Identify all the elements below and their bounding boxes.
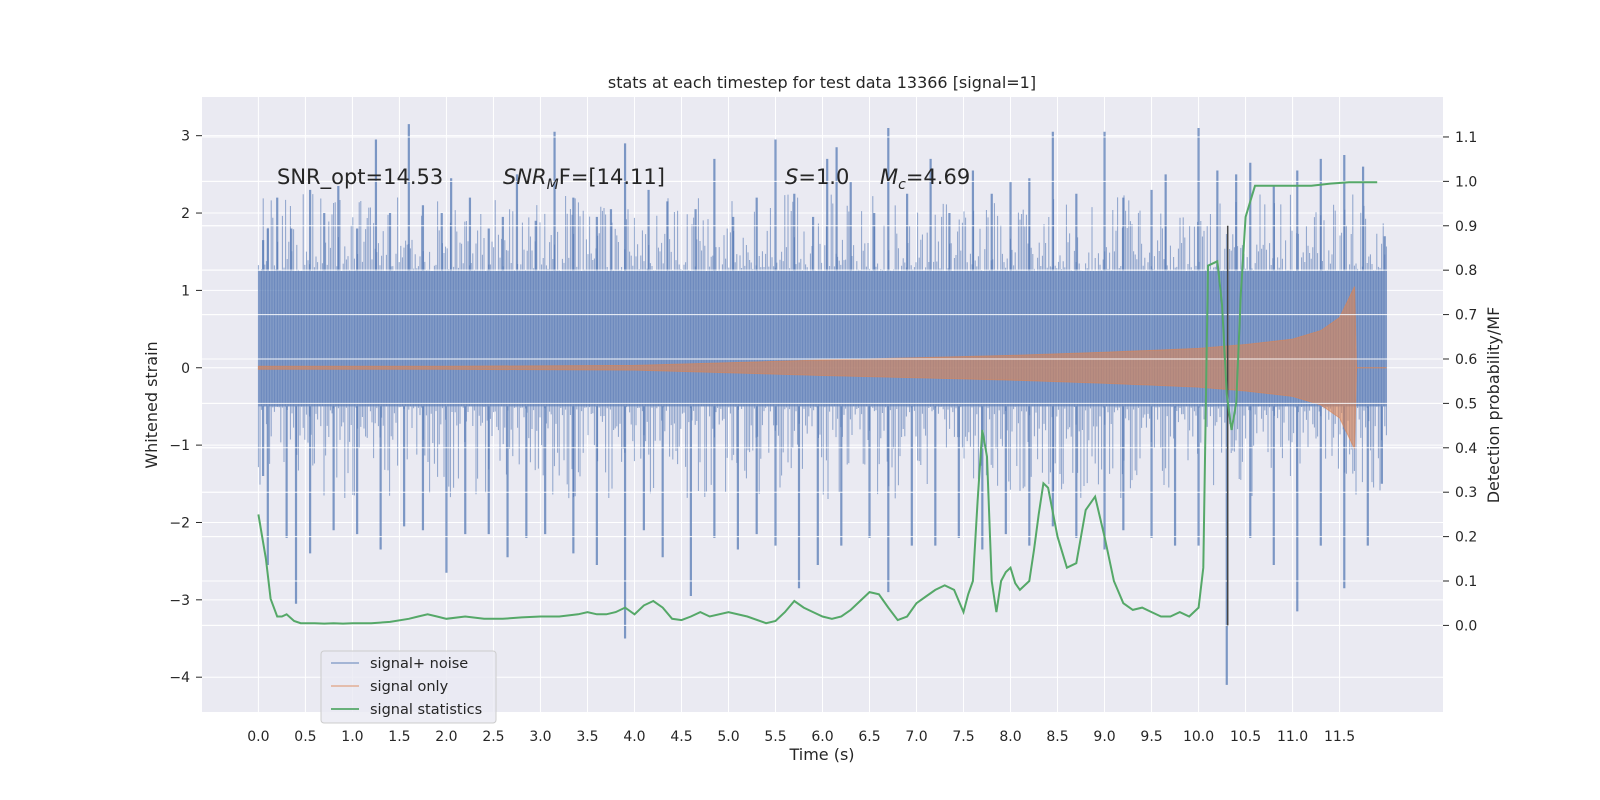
series-signal-noise bbox=[257, 124, 1387, 685]
y-left-tick-label: −4 bbox=[169, 670, 190, 686]
x-tick-label: 3.5 bbox=[576, 729, 598, 745]
annotation-snr-mf-rest: F=[14.11] bbox=[559, 165, 665, 189]
y-right-tick-label: 0.0 bbox=[1455, 618, 1477, 634]
x-tick-label: 5.0 bbox=[717, 729, 739, 745]
x-tick-label: 6.0 bbox=[811, 729, 833, 745]
x-tick-label: 10.0 bbox=[1183, 729, 1214, 745]
y-right-tick-label: 1.1 bbox=[1455, 130, 1477, 146]
x-tick-label: 3.0 bbox=[529, 729, 551, 745]
annotation-snr-opt: SNR_opt=14.53 bbox=[277, 165, 443, 190]
x-tick-label: 4.5 bbox=[670, 729, 692, 745]
series-signal-only bbox=[257, 286, 1358, 450]
x-tick-label: 7.5 bbox=[952, 729, 974, 745]
annotation-mc-rest: =4.69 bbox=[906, 165, 970, 189]
chart-title: stats at each timestep for test data 133… bbox=[608, 73, 1036, 92]
annotation-snr-mf-main: SNR bbox=[503, 165, 547, 189]
x-tick-label: 9.5 bbox=[1140, 729, 1162, 745]
x-tick-label: 11.0 bbox=[1277, 729, 1308, 745]
x-axis-label: Time (s) bbox=[788, 745, 854, 764]
y-right-tick-label: 0.3 bbox=[1455, 485, 1477, 501]
y-right-tick-label: 0.1 bbox=[1455, 574, 1477, 590]
annotation-snr-mf: SNRMF=[14.11] bbox=[503, 165, 665, 193]
y-right-tick-label: 0.5 bbox=[1455, 396, 1477, 412]
y-left-tick-label: 2 bbox=[181, 206, 190, 222]
y-right-tick-label: 0.2 bbox=[1455, 530, 1477, 546]
y-left-tick-label: 0 bbox=[181, 361, 190, 377]
x-tick-label: 11.5 bbox=[1324, 729, 1355, 745]
y-right-tick-label: 0.4 bbox=[1455, 441, 1477, 457]
y-right-tick-label: 1.0 bbox=[1455, 174, 1477, 190]
data-layer bbox=[202, 124, 1443, 685]
y-left-tick-label: −2 bbox=[169, 515, 190, 531]
y-right-tick-labels: 1.1 1.0 0.9 0.8 0.7 0.6 0.5 0.4 0.3 0.2 0.1 0.0 bbox=[1443, 130, 1477, 634]
x-tick-label: 1.5 bbox=[388, 729, 410, 745]
y-right-axis-label: Detection probability/MF bbox=[1484, 307, 1503, 504]
series-signal-statistics bbox=[257, 181, 1378, 625]
y-left-tick-label: 1 bbox=[181, 283, 190, 299]
y-right-tick-label: 0.6 bbox=[1455, 352, 1477, 368]
x-tick-label: 2.5 bbox=[482, 729, 504, 745]
x-tick-label: 10.5 bbox=[1230, 729, 1261, 745]
legend-label-signal-noise: signal+ noise bbox=[370, 656, 468, 672]
x-tick-label: 8.0 bbox=[999, 729, 1021, 745]
annotation-s-main: S bbox=[785, 165, 798, 189]
y-right-tick-label: 0.7 bbox=[1455, 308, 1477, 324]
x-tick-label: 0.0 bbox=[247, 729, 269, 745]
x-tick-label: 2.0 bbox=[435, 729, 457, 745]
legend: signal+ noise signal only signal statist… bbox=[320, 650, 497, 724]
legend-label-signal-statistics: signal statistics bbox=[370, 702, 482, 718]
legend-label-signal-only: signal only bbox=[370, 679, 449, 695]
x-tick-label: 9.0 bbox=[1093, 729, 1115, 745]
x-tick-labels: 0.0 0.5 1.0 1.5 2.0 2.5 3.0 3.5 4.0 4.5 5.0 5.5 6.0 6… bbox=[247, 729, 1355, 745]
y-left-tick-label: −3 bbox=[169, 593, 190, 609]
annotation-s: S=1.0 bbox=[785, 165, 849, 189]
annotation-mc-sub: c bbox=[898, 177, 906, 193]
x-tick-label: 6.5 bbox=[858, 729, 880, 745]
y-left-tick-label: 3 bbox=[181, 129, 190, 145]
y-left-tick-labels: 3 2 1 0 −1 −2 −3 −4 bbox=[169, 129, 202, 686]
y-left-tick-label: −1 bbox=[169, 438, 190, 454]
legend-box bbox=[320, 650, 497, 724]
annotation-mc: Mc=4.69 bbox=[880, 165, 970, 193]
x-tick-label: 1.0 bbox=[341, 729, 363, 745]
x-tick-label: 0.5 bbox=[294, 729, 316, 745]
x-tick-label: 4.0 bbox=[623, 729, 645, 745]
annotation-s-rest: =1.0 bbox=[798, 165, 849, 189]
x-tick-label: 5.5 bbox=[764, 729, 786, 745]
x-tick-label: 8.5 bbox=[1046, 729, 1068, 745]
y-right-tick-label: 0.9 bbox=[1455, 219, 1477, 235]
annotation-snr-mf-sub: M bbox=[547, 177, 559, 193]
x-tick-label: 7.0 bbox=[905, 729, 927, 745]
annotation-mc-main: M bbox=[880, 165, 898, 189]
y-right-tick-label: 0.8 bbox=[1455, 263, 1477, 279]
y-left-axis-label: Whitened strain bbox=[142, 341, 161, 468]
